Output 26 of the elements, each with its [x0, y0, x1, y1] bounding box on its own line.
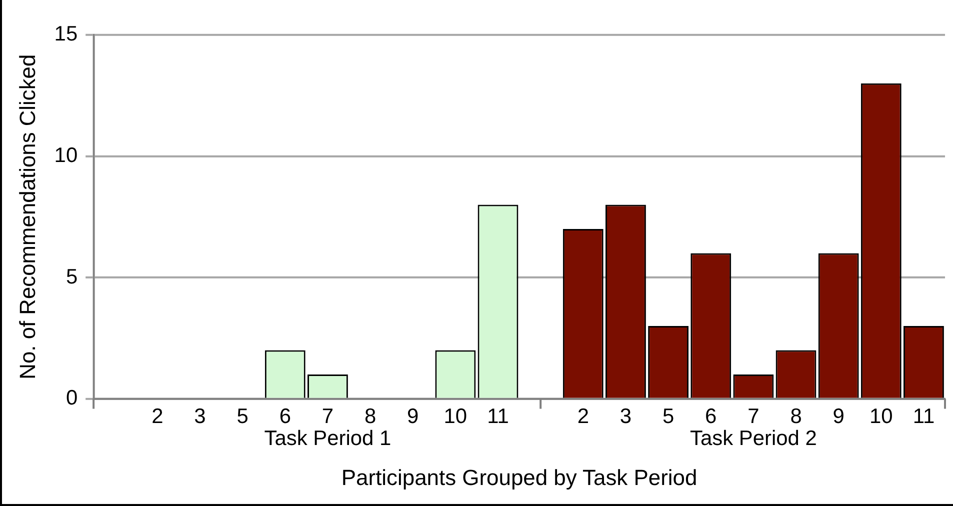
x-tick-label: 11	[912, 405, 935, 428]
x-tick-label: 9	[832, 405, 844, 428]
y-tick-label: 15	[54, 22, 78, 46]
x-tick-label: 3	[194, 405, 206, 428]
y-axis-title: No. of Recommendations Clicked	[15, 54, 40, 380]
text: Task Period 2	[690, 426, 817, 450]
x-tick-label: 6	[279, 405, 291, 428]
x-tick-label: 10	[870, 405, 893, 428]
y-tick-label: 10	[54, 144, 78, 167]
x-tick-label: 9	[407, 405, 419, 428]
x-tick-label: 10	[444, 405, 468, 428]
y-tick-label: 5	[66, 265, 78, 288]
y-tick-label: 0	[66, 386, 78, 410]
x-tick-label: 2	[152, 405, 164, 428]
x-tick-label: 7	[748, 405, 760, 428]
x-tick-label: 6	[705, 405, 717, 428]
x-tick-label: 2	[577, 405, 589, 428]
x-tick-label: 8	[790, 405, 802, 428]
x-tick-label: 11	[487, 405, 509, 428]
text: Task Period 1	[264, 426, 392, 450]
x-tick-label: 5	[662, 405, 674, 428]
x-tick-label: 5	[236, 405, 248, 428]
x-tick-label: 3	[620, 405, 632, 428]
x-tick-label: 7	[322, 405, 334, 428]
x-tick-label: 8	[364, 405, 376, 428]
x-axis-title: Participants Grouped by Task Period	[341, 464, 698, 490]
